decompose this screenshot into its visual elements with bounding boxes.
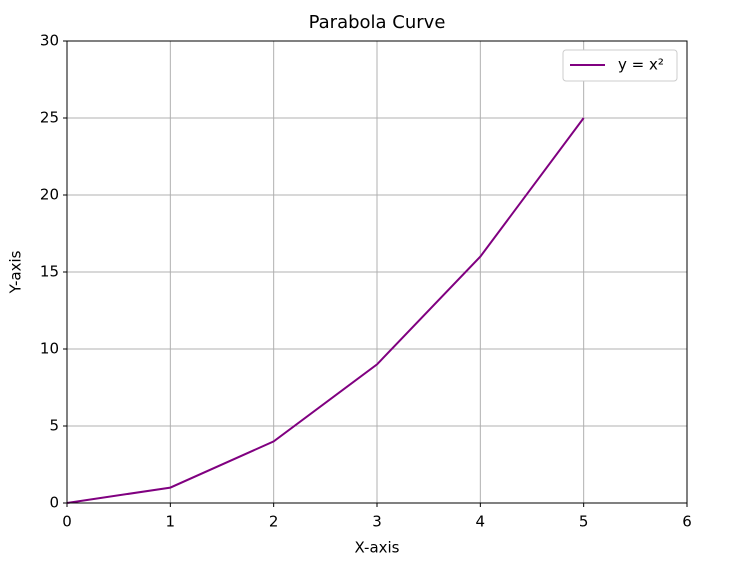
x-tick-label: 1 [166, 513, 176, 531]
line-series [66, 117, 585, 504]
y-tick-label: 25 [40, 109, 59, 127]
y-tick-label: 5 [49, 417, 59, 435]
y-tick-label: 0 [49, 494, 59, 512]
x-tick-label: 0 [62, 513, 72, 531]
x-tick-label: 4 [476, 513, 486, 531]
legend-label: y = x² [618, 56, 664, 74]
x-tick-label: 6 [682, 513, 692, 531]
x-tick-label: 2 [269, 513, 279, 531]
x-axis-label: X-axis [355, 539, 400, 557]
legend-box [562, 49, 678, 82]
y-tick-label: 20 [40, 186, 59, 204]
y-tick-label: 15 [40, 263, 59, 281]
x-tick-label: 5 [579, 513, 589, 531]
chart-title: Parabola Curve [309, 12, 446, 33]
y-tick-label: 30 [40, 32, 59, 50]
x-tick-label: 3 [372, 513, 382, 531]
y-tick-label: 10 [40, 340, 59, 358]
y-axis-label: Y-axis [7, 250, 25, 294]
plot-frame [66, 40, 688, 504]
